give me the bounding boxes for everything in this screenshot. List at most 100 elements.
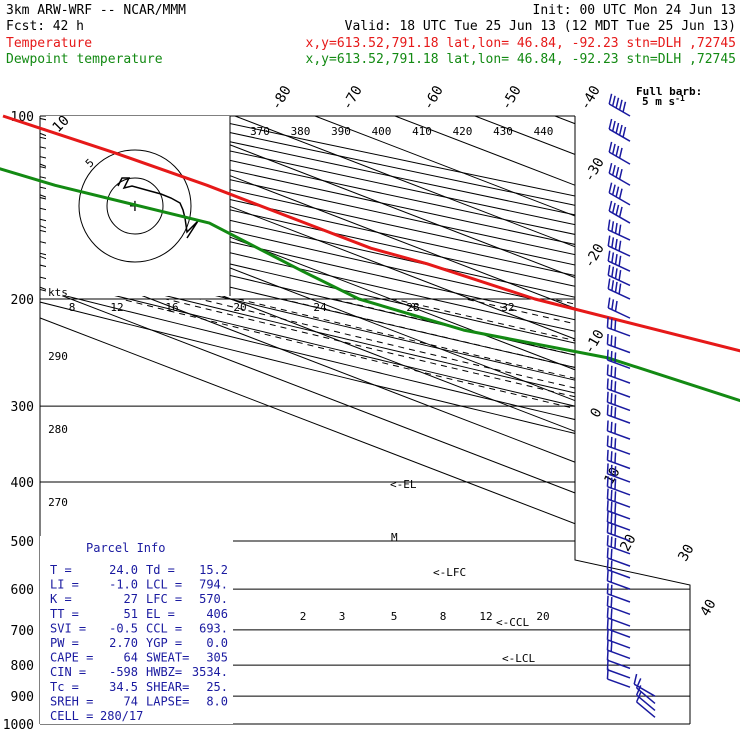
wind-barb (606, 488, 631, 508)
wind-barb (606, 463, 631, 483)
right-frame-lower (574, 460, 691, 724)
theta-label: 370 (250, 125, 270, 138)
parcel-info-cell: SHEAR= (146, 680, 189, 694)
parcel-info-cell: CCL = (146, 621, 182, 635)
isotherm-line (40, 116, 690, 724)
barb-legend-line2: 5 m s-1 (642, 94, 685, 108)
parcel-info-cell: 305 (206, 651, 228, 665)
parcel-info-cell: -0.5 (109, 621, 138, 635)
wind-scale-label: 8 (69, 301, 76, 314)
parcel-info-cell: 406 (206, 607, 228, 621)
wind-scale-label: 32 (501, 301, 514, 314)
isotherm-label: -50 (498, 83, 525, 113)
wind-barb (606, 333, 631, 354)
wind-barb (606, 668, 631, 688)
isotherm-line (40, 116, 690, 724)
isotherm-line (154, 116, 690, 724)
wind-barb (606, 547, 631, 567)
parcel-info-cell: TT = (50, 607, 79, 621)
wind-barb (606, 559, 631, 579)
theta-label: 440 (534, 125, 554, 138)
wind-scale-label: 16 (165, 301, 178, 314)
hodograph-ring-5 (106, 177, 164, 235)
wind-barb (635, 685, 656, 712)
lfc-marker: <-LFC (433, 566, 466, 579)
theta-e-label: 270 (48, 496, 68, 509)
isotherm-line (715, 116, 740, 724)
temperature-location: x,y=613.52,791.18 lat,lon= 46.84, -92.23… (306, 36, 736, 51)
parcel-info-cell: CELL = (50, 709, 93, 723)
wind-barbs (606, 93, 656, 718)
parcel-info-cell: EL = (146, 607, 175, 621)
isotherm-label: 40 (697, 597, 719, 620)
wind-barb (606, 607, 631, 627)
parcel-info-cell: LFC = (146, 592, 182, 606)
forecast-hours: 42 h (53, 19, 84, 34)
theta-label: 380 (291, 125, 311, 138)
temperature-profile (2, 114, 740, 353)
isotherm-label: -80 (268, 83, 295, 113)
wind-barb (607, 278, 631, 300)
valid-time: Valid: 18 UTC Tue 25 Jun 13 (12 MDT Tue … (345, 19, 736, 34)
parcel-info-cell: YGP = (146, 636, 182, 650)
parcel-info-cell: 27 (124, 592, 138, 606)
model-title: 3km ARW-WRF -- NCAR/MMM (6, 3, 186, 18)
parcel-info-cell: LAPSE= (146, 694, 189, 708)
barb-legend-line1: Full barb: (636, 85, 702, 98)
m-marker: M (391, 531, 398, 544)
pressure-tick-label: 700 (11, 624, 34, 639)
wind-barb (608, 182, 631, 206)
parcel-info-cell: Td = (146, 563, 175, 577)
mixing-ratio-label: 2 (300, 610, 307, 623)
wind-barb (606, 449, 631, 470)
mixing-ratio-label: 12 (479, 610, 492, 623)
parcel-info-cell: 15.2 (199, 563, 228, 577)
moist-adiabat-line (237, 298, 690, 724)
parcel-info-cell: 2.70 (109, 636, 138, 650)
moist-adiabat-line (551, 298, 690, 724)
dewpoint-profile (0, 167, 740, 403)
wind-barb (607, 235, 631, 257)
wind-scale-label: 24 (313, 301, 327, 314)
parcel-info-cell: LI = (50, 578, 79, 592)
parcel-info-cell: PW = (50, 636, 79, 650)
isotherm-line (634, 116, 690, 724)
lcl-marker: <-LCL (502, 652, 535, 665)
wind-barb (608, 93, 631, 117)
pressure-tick-label: 500 (11, 535, 34, 550)
wind-barb (608, 118, 631, 142)
parcel-info-cell: 74 (124, 694, 138, 708)
parcel-info-cell: 8.0 (206, 694, 228, 708)
parcel-info-cell: K = (50, 592, 72, 606)
isotherm-label: 0 (587, 405, 605, 420)
dewpoint-legend: Dewpoint temperature (6, 52, 163, 67)
parcel-info-cell: 0.0 (206, 636, 228, 650)
hodograph-ring-10 (78, 149, 192, 263)
wind-barb (606, 378, 631, 398)
wind-barb (608, 162, 631, 186)
theta-label: 410 (412, 125, 432, 138)
wind-barb (635, 678, 656, 704)
parcel-info-cell: 3534. (192, 665, 228, 679)
wind-barb (606, 522, 631, 542)
parcel-info-cell: SVI = (50, 621, 86, 635)
dry-adiabat-line (40, 116, 690, 724)
hodograph-trace (117, 177, 199, 239)
wind-barb (606, 420, 631, 440)
parcel-info-cell: 34.5 (109, 680, 138, 694)
el-marker: <-EL (390, 478, 417, 491)
wind-barb (606, 659, 631, 679)
wind-barb (606, 500, 631, 520)
wind-barb (608, 141, 631, 165)
theta-label: 400 (372, 125, 392, 138)
wind-barb (607, 297, 631, 319)
wind-barb (606, 435, 631, 455)
wind-barb (606, 404, 631, 424)
isotherm-label: 30 (675, 542, 697, 565)
profile-lines (0, 114, 740, 403)
parcel-info-cell: SWEAT= (146, 651, 189, 665)
wind-scale-label: 12 (110, 301, 123, 314)
wind-barb (606, 649, 631, 670)
isotherm-label: -30 (581, 155, 608, 185)
